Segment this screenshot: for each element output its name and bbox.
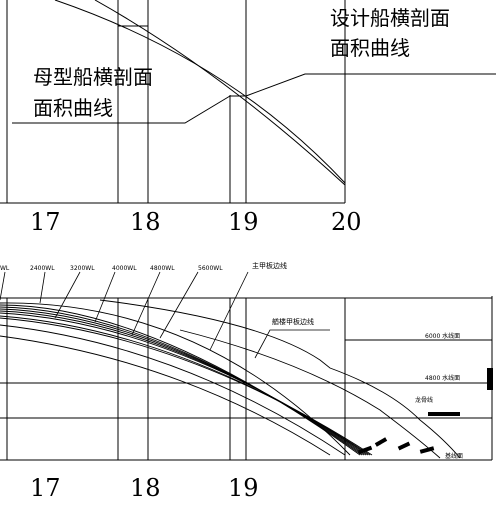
hatch-mark-1 xyxy=(374,437,388,447)
waterline-7 xyxy=(0,317,373,456)
waterline-6 xyxy=(0,315,371,456)
forecastle-deck-edge-label: 艏楼甲板边线 xyxy=(272,317,314,326)
hatch-mark-2 xyxy=(397,441,411,451)
leader-forecastle xyxy=(254,329,330,359)
lower-station-19: 19 xyxy=(228,474,259,502)
leader-3 xyxy=(94,271,116,323)
waterline-curves xyxy=(0,299,461,459)
wl-label-3200: 3200WL xyxy=(70,265,95,272)
design-curve-label-2: 面积曲线 xyxy=(330,36,410,60)
leader-0 xyxy=(0,271,6,301)
station-label-18: 18 xyxy=(130,208,161,236)
leader-1 xyxy=(39,271,46,304)
design-label-leader xyxy=(245,73,496,97)
wl-label-2400: 2400WL xyxy=(30,265,55,272)
design-area-curve xyxy=(94,0,346,186)
waterline-3 xyxy=(0,308,365,456)
station-label-20: 20 xyxy=(331,208,362,236)
design-curve-label-1: 设计船横剖面 xyxy=(330,6,450,30)
lower-station-18: 18 xyxy=(130,474,161,502)
waterline-1 xyxy=(0,304,361,456)
bow-hatch-marks xyxy=(357,437,435,455)
lower-waterline xyxy=(0,324,346,456)
leader-lines xyxy=(12,73,496,124)
waterline-5 xyxy=(0,312,369,456)
waterline-2 xyxy=(0,306,363,456)
parent-label-leader xyxy=(12,95,231,124)
right-label-3: 龙骨线 xyxy=(415,396,433,404)
wl-label-partial: WL xyxy=(0,265,10,272)
wl-label-5600: 5600WL xyxy=(198,265,223,272)
wl-label-4000: 4000WL xyxy=(112,265,137,272)
forecastle-deck-edge xyxy=(99,299,461,459)
parent-curve-label-2: 面积曲线 xyxy=(33,96,113,120)
wl-leaders xyxy=(0,271,330,359)
main-deck-edge-curve xyxy=(0,302,351,456)
deck-mark xyxy=(428,412,460,416)
hatch-mark-4 xyxy=(419,446,435,454)
leader-4 xyxy=(131,271,161,336)
station-label-17: 17 xyxy=(30,208,61,236)
right-label-2: 4800 水线面 xyxy=(425,374,460,382)
hatch-mark-3 xyxy=(357,445,373,455)
upper-waterline xyxy=(179,329,441,459)
right-label-1: 6000 水线面 xyxy=(425,332,460,340)
bilge-curve xyxy=(0,335,331,456)
edge-marker xyxy=(487,368,493,390)
parent-area-curve xyxy=(54,0,346,184)
leader-deck xyxy=(209,271,249,351)
area-curves xyxy=(54,0,346,186)
lower-station-17: 17 xyxy=(30,474,61,502)
station-label-19: 19 xyxy=(228,208,259,236)
leader-5 xyxy=(159,271,199,339)
leader-2 xyxy=(54,271,81,319)
right-label-5: 基线面 xyxy=(445,452,463,460)
wl-label-4800: 4800WL xyxy=(150,265,175,272)
waterline-4 xyxy=(0,310,367,456)
parent-curve-label-1: 母型船横剖面 xyxy=(33,65,153,89)
main-deck-edge-label: 主甲板边线 xyxy=(252,261,287,270)
